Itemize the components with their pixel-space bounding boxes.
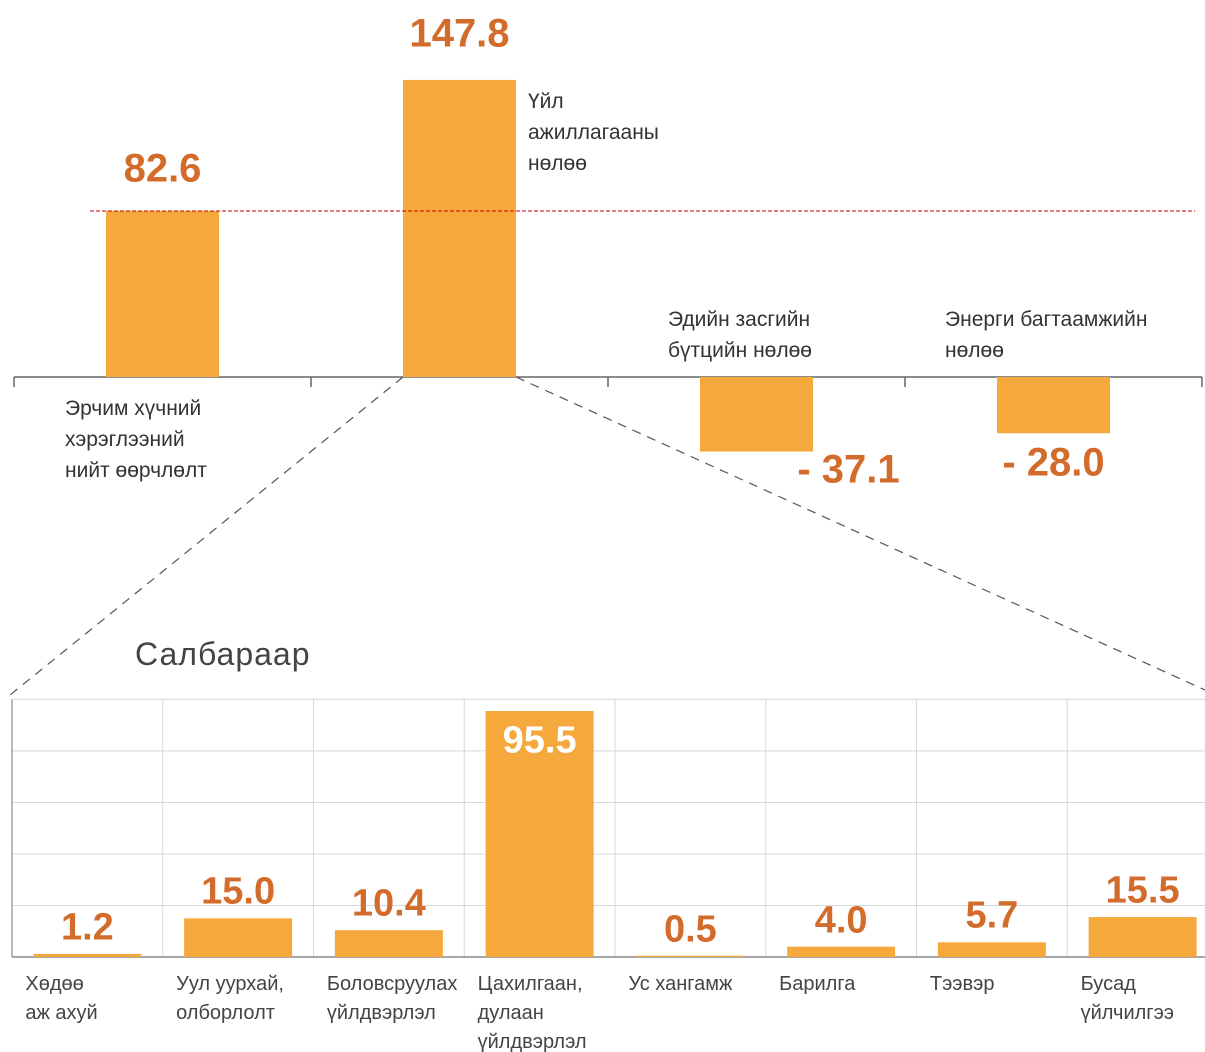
value-label: - 37.1 <box>797 447 900 492</box>
category-label: Ус хангамж <box>628 973 733 995</box>
bar <box>997 377 1110 434</box>
value-label: 147.8 <box>409 11 510 56</box>
bar <box>1088 917 1197 957</box>
category-label: Боловсруулах үйлдвэрлэл <box>326 973 458 1024</box>
value-label: 10.4 <box>351 882 426 925</box>
category-label: Бусад үйлчилгээ <box>1080 973 1174 1024</box>
category-label: Уул уурхай, олборлолт <box>176 973 284 1024</box>
value-label: 4.0 <box>814 899 868 942</box>
bar <box>700 377 813 452</box>
category-label: Эрчим хүчний хэрэглээний нийт өөрчлөлт <box>65 397 207 482</box>
bar <box>33 953 142 957</box>
bar <box>106 210 219 377</box>
bar <box>184 918 293 957</box>
value-label: 82.6 <box>123 146 202 191</box>
category-label: Эдийн засгийн бүтцийн нөлөө <box>668 308 812 362</box>
category-label: Энерги багтаамжийн нөлөө <box>945 308 1148 362</box>
value-label: - 28.0 <box>1002 440 1105 485</box>
category-label: Үйл ажиллагааны нөлөө <box>528 90 659 175</box>
value-label: 5.7 <box>965 894 1019 937</box>
value-label: 1.2 <box>60 906 114 949</box>
value-label: 0.5 <box>663 908 717 951</box>
zoom-line <box>9 376 404 696</box>
zoom-line <box>515 376 1205 691</box>
category-label: Цахилгаан, дулаан үйлдвэрлэл <box>477 973 587 1052</box>
bar <box>787 946 896 957</box>
value-label: 15.0 <box>201 870 276 913</box>
category-label: Тээвэр <box>929 973 995 995</box>
value-label: 95.5 <box>502 719 577 762</box>
bar <box>636 955 745 957</box>
bar <box>937 942 1046 957</box>
category-label: Барилга <box>779 973 856 995</box>
bar <box>485 710 594 957</box>
chart-title: Салбараар <box>135 636 311 672</box>
bar <box>403 79 516 377</box>
category-label: Хөдөө аж ахуй <box>25 973 98 1024</box>
bar <box>334 930 443 957</box>
value-label: 15.5 <box>1105 869 1180 912</box>
